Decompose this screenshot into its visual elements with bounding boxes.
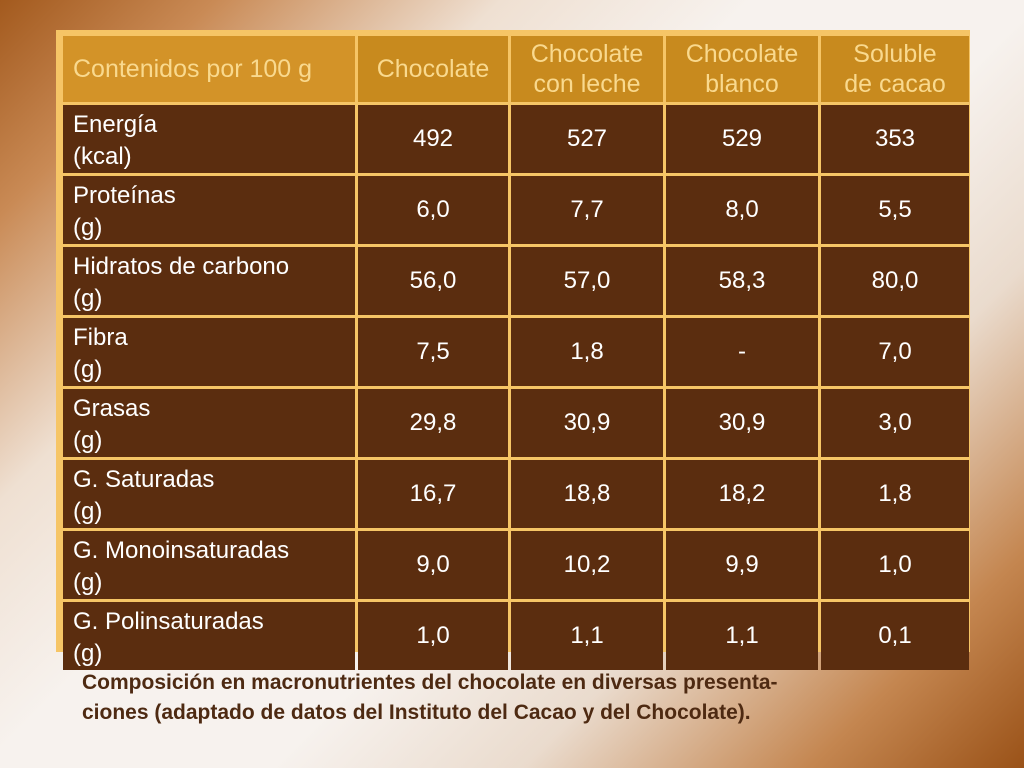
- nutrition-table-container: Contenidos por 100 g Chocolate Chocolate…: [56, 30, 970, 670]
- table-cell: 1,1: [666, 602, 818, 670]
- column-header-chocolate: Chocolate: [358, 36, 508, 102]
- header-line: blanco: [705, 70, 779, 98]
- table-cell: 16,7: [358, 460, 508, 528]
- table-cell: 80,0: [821, 247, 969, 315]
- header-line: Chocolate: [685, 40, 799, 68]
- column-header-milk-chocolate: Chocolate con leche: [511, 36, 663, 102]
- table-cell: 353: [821, 105, 969, 173]
- table-cell: 29,8: [358, 389, 508, 457]
- table-cell: 9,9: [666, 531, 818, 599]
- table-cell: 1,0: [821, 531, 969, 599]
- table-row: Proteínas (g) 6,0 7,7 8,0 5,5: [63, 176, 969, 244]
- table-row: Grasas (g) 29,8 30,9 30,9 3,0: [63, 389, 969, 457]
- nutrient-name: Energía: [73, 111, 158, 138]
- table-row: Hidratos de carbono (g) 56,0 57,0 58,3 8…: [63, 247, 969, 315]
- table-cell: 56,0: [358, 247, 508, 315]
- table-row: G. Polinsaturadas (g) 1,0 1,1 1,1 0,1: [63, 602, 969, 670]
- table-cell: 6,0: [358, 176, 508, 244]
- column-header-white-chocolate: Chocolate blanco: [666, 36, 818, 102]
- table-caption: Composición en macronutrientes del choco…: [82, 668, 962, 728]
- row-label: Fibra (g): [63, 318, 355, 386]
- column-header-contents: Contenidos por 100 g: [63, 36, 355, 102]
- row-label: G. Polinsaturadas (g): [63, 602, 355, 670]
- table-cell: -: [666, 318, 818, 386]
- nutrient-name: Hidratos de carbono: [73, 253, 290, 280]
- table-row: G. Monoinsaturadas (g) 9,0 10,2 9,9 1,0: [63, 531, 969, 599]
- table-cell: 1,8: [511, 318, 663, 386]
- row-label: Energía (kcal): [63, 105, 355, 173]
- nutrient-name: G. Monoinsaturadas: [73, 537, 290, 564]
- nutrient-unit: (g): [73, 569, 103, 596]
- table-row: G. Saturadas (g) 16,7 18,8 18,2 1,8: [63, 460, 969, 528]
- table-cell: 1,1: [511, 602, 663, 670]
- nutrient-unit: (g): [73, 356, 103, 383]
- table-cell: 5,5: [821, 176, 969, 244]
- nutrient-name: G. Polinsaturadas: [73, 608, 264, 635]
- header-line: Chocolate: [530, 40, 644, 68]
- table-cell: 30,9: [666, 389, 818, 457]
- row-label: Hidratos de carbono (g): [63, 247, 355, 315]
- caption-line: ciones (adaptado de datos del Instituto …: [82, 701, 751, 724]
- row-label: Grasas (g): [63, 389, 355, 457]
- table-cell: 492: [358, 105, 508, 173]
- table-cell: 7,7: [511, 176, 663, 244]
- nutrient-name: Fibra: [73, 324, 128, 351]
- table-row: Energía (kcal) 492 527 529 353: [63, 105, 969, 173]
- nutrient-unit: (g): [73, 214, 103, 241]
- nutrient-unit: (kcal): [73, 143, 132, 170]
- row-label: G. Monoinsaturadas (g): [63, 531, 355, 599]
- table-cell: 9,0: [358, 531, 508, 599]
- table-cell: 7,0: [821, 318, 969, 386]
- table-cell: 18,8: [511, 460, 663, 528]
- nutrition-table: Contenidos por 100 g Chocolate Chocolate…: [60, 33, 972, 673]
- table-cell: 527: [511, 105, 663, 173]
- table-cell: 1,8: [821, 460, 969, 528]
- header-line: con leche: [533, 70, 641, 98]
- table-cell: 30,9: [511, 389, 663, 457]
- header-line: Contenidos por 100 g: [73, 55, 313, 83]
- row-label: G. Saturadas (g): [63, 460, 355, 528]
- nutrient-unit: (g): [73, 285, 103, 312]
- header-line: Soluble: [853, 40, 937, 68]
- table-cell: 3,0: [821, 389, 969, 457]
- nutrient-name: Proteínas: [73, 182, 176, 209]
- header-line: de cacao: [844, 70, 946, 98]
- column-header-cocoa-powder: Soluble de cacao: [821, 36, 969, 102]
- table-row: Fibra (g) 7,5 1,8 - 7,0: [63, 318, 969, 386]
- table-cell: 58,3: [666, 247, 818, 315]
- table-cell: 1,0: [358, 602, 508, 670]
- table-cell: 18,2: [666, 460, 818, 528]
- table-cell: 8,0: [666, 176, 818, 244]
- table-cell: 529: [666, 105, 818, 173]
- table-cell: 10,2: [511, 531, 663, 599]
- table-cell: 57,0: [511, 247, 663, 315]
- caption-line: Composición en macronutrientes del choco…: [82, 671, 778, 694]
- nutrient-unit: (g): [73, 427, 103, 454]
- nutrient-name: G. Saturadas: [73, 466, 215, 493]
- row-label: Proteínas (g): [63, 176, 355, 244]
- table-cell: 0,1: [821, 602, 969, 670]
- table-header-row: Contenidos por 100 g Chocolate Chocolate…: [63, 36, 969, 102]
- table-cell: 7,5: [358, 318, 508, 386]
- nutrient-unit: (g): [73, 498, 103, 525]
- header-line: Chocolate: [376, 55, 490, 83]
- nutrient-unit: (g): [73, 640, 103, 667]
- nutrient-name: Grasas: [73, 395, 151, 422]
